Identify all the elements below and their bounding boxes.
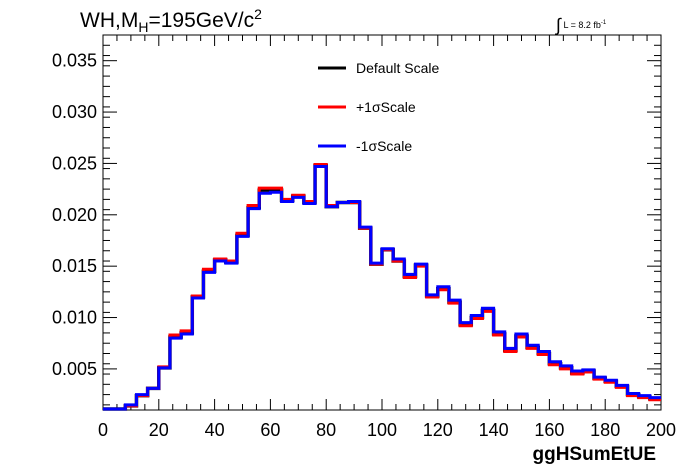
integral-symbol: ∫ — [556, 15, 561, 35]
x-tick-label: 160 — [534, 420, 564, 440]
x-tick-label: 180 — [590, 420, 620, 440]
x-tick-label: 60 — [260, 420, 280, 440]
y-tick-label: 0.025 — [52, 153, 97, 173]
title-prefix: WH,M — [80, 9, 139, 32]
title-mid: =195GeV/c — [148, 9, 255, 32]
x-tick-label: 120 — [423, 420, 453, 440]
y-tick-label: 0.035 — [52, 51, 97, 71]
x-tick-label: 40 — [205, 420, 225, 440]
y-tick-label: 0.015 — [52, 256, 97, 276]
x-tick-label: 140 — [479, 420, 509, 440]
x-tick-label: 0 — [98, 420, 108, 440]
luminosity-text: L = 8.2 fb — [563, 20, 601, 30]
legend-label-0: Default Scale — [356, 60, 439, 76]
y-tick-label: 0.010 — [52, 308, 97, 328]
chart-title: WH,MH=195GeV/c2 — [80, 6, 262, 35]
luminosity-superscript: -1 — [600, 20, 607, 26]
x-axis-label: ggHSumEtUE — [533, 444, 657, 465]
legend-label-1: +1σScale — [356, 99, 416, 115]
legend-label-2: -1σScale — [356, 138, 412, 154]
x-tick-label: 100 — [367, 420, 397, 440]
series-line-2 — [103, 165, 661, 411]
luminosity-label: ∫ L = 8.2 fb-1 — [556, 12, 607, 35]
y-tick-label: 0.020 — [52, 205, 97, 225]
y-tick-label: 0.030 — [52, 102, 97, 122]
x-tick-label: 20 — [149, 420, 169, 440]
plot-frame — [102, 34, 662, 411]
x-tick-label: 80 — [316, 420, 336, 440]
y-tick-label: 0.005 — [52, 359, 97, 379]
title-superscript: 2 — [254, 6, 262, 22]
title-subscript: H — [138, 19, 149, 36]
x-tick-label: 200 — [646, 420, 676, 440]
